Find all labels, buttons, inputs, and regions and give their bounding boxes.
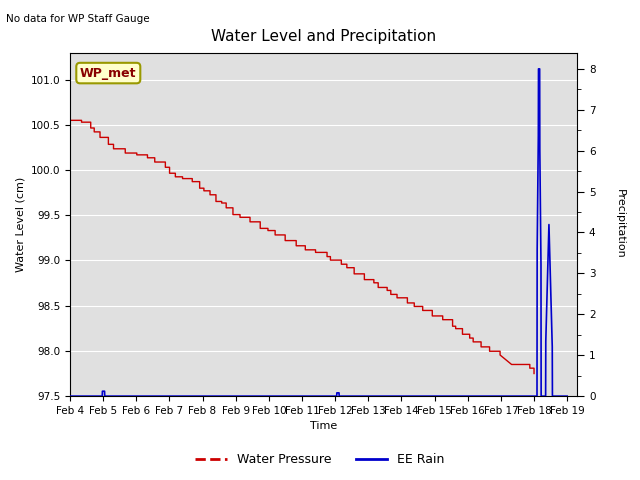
Legend: Water Pressure, EE Rain: Water Pressure, EE Rain bbox=[190, 448, 450, 471]
Y-axis label: Water Level (cm): Water Level (cm) bbox=[15, 177, 25, 272]
Text: No data for WP Staff Gauge: No data for WP Staff Gauge bbox=[6, 14, 150, 24]
Title: Water Level and Precipitation: Water Level and Precipitation bbox=[211, 29, 436, 44]
X-axis label: Time: Time bbox=[310, 421, 337, 432]
Text: WP_met: WP_met bbox=[80, 67, 136, 80]
Y-axis label: Precipitation: Precipitation bbox=[615, 190, 625, 259]
